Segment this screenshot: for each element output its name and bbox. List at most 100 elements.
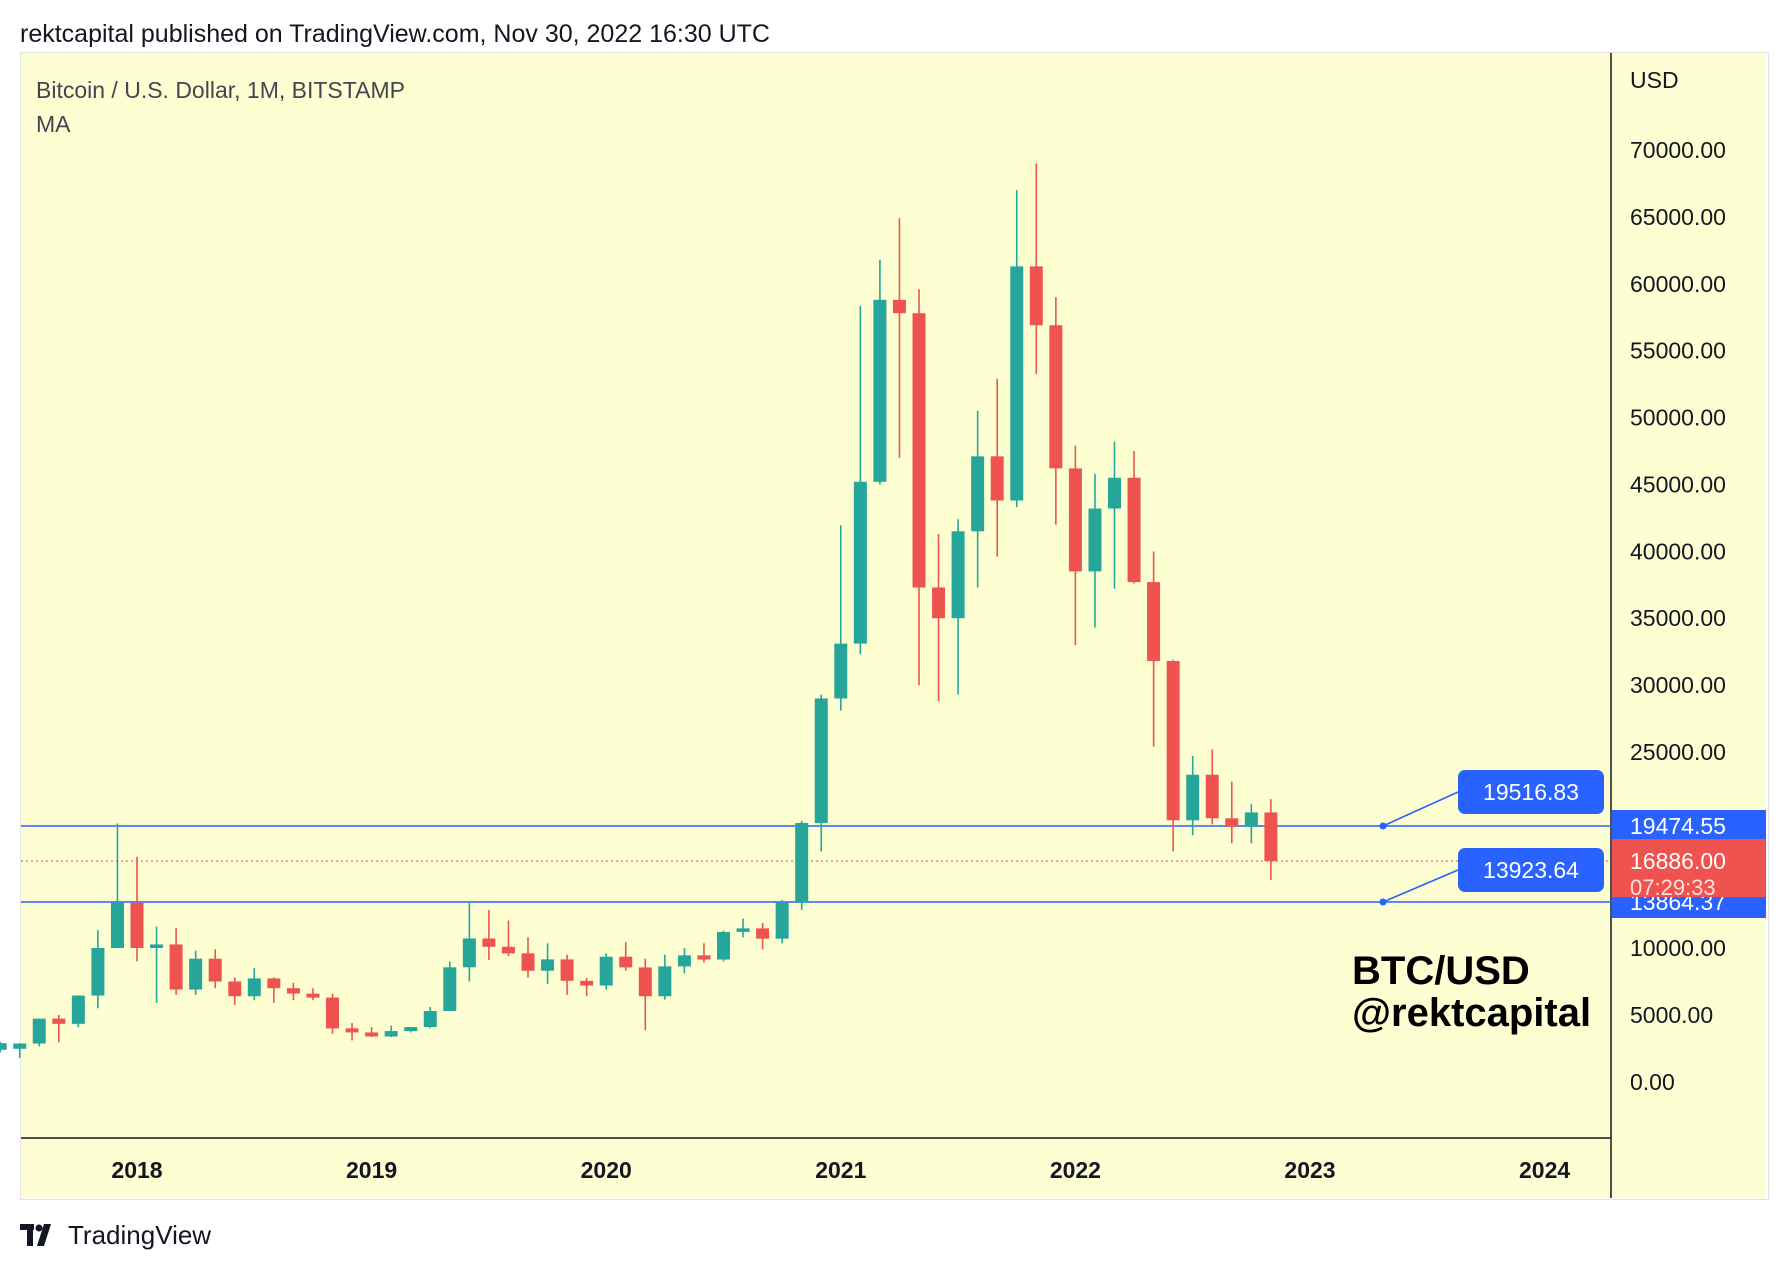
level-callout-box <box>1458 848 1604 892</box>
candle-2021-11 <box>1029 163 1043 375</box>
candle-2019-08 <box>501 920 515 957</box>
candle-body <box>482 938 496 947</box>
candle-2020-04 <box>658 954 672 1000</box>
candle-2021-12 <box>1049 297 1063 525</box>
candle-2018-04 <box>189 950 203 995</box>
candle-2019-11 <box>560 954 574 995</box>
candle-2019-07 <box>482 909 496 961</box>
candle-body <box>1010 266 1024 501</box>
candle-2018-02 <box>150 926 164 1003</box>
candle-body <box>834 643 848 699</box>
candle-2022-07 <box>1186 756 1200 836</box>
candle-2020-11 <box>795 820 809 910</box>
candle-body <box>580 980 594 986</box>
candle-body <box>1244 812 1258 827</box>
level-callout-connector <box>1382 869 1459 903</box>
candle-2018-10 <box>306 988 320 1001</box>
candle-body <box>326 997 339 1029</box>
candle-2020-06 <box>697 943 711 963</box>
candle-2017-08 <box>32 1018 46 1047</box>
candle-2021-06 <box>932 533 946 702</box>
candle-2021-07 <box>951 519 965 695</box>
candles-group <box>0 163 1278 1058</box>
candle-2020-08 <box>736 918 750 938</box>
candle-body <box>110 902 124 948</box>
candle-body <box>677 955 691 967</box>
candle-body <box>150 944 164 948</box>
countdown-label: 07:29:33 <box>1630 875 1716 900</box>
candle-body <box>462 938 476 968</box>
plot-background <box>21 53 1611 1138</box>
candle-2022-11 <box>1264 799 1278 881</box>
candle-body <box>775 902 789 939</box>
candle-body <box>560 959 574 981</box>
publish-header: rektcapital published on TradingView.com… <box>20 20 770 48</box>
price-axis[interactable]: 70000.00 65000.00 60000.00 55000.00 50000.00… <box>1612 137 1766 1095</box>
candle-body <box>228 981 242 997</box>
candle-2018-09 <box>286 982 300 1001</box>
candle-body <box>208 958 222 982</box>
candle-2018-08 <box>267 977 281 1003</box>
candle-body <box>267 978 281 989</box>
candle-body <box>814 698 828 823</box>
candle-2022-08 <box>1205 749 1219 825</box>
candle-2019-04 <box>423 1006 437 1029</box>
candle-2018-05 <box>208 949 222 989</box>
level-lines <box>21 825 1611 903</box>
candle-body <box>697 955 711 960</box>
price-axis-level-label: 19474.55 <box>1630 813 1726 839</box>
level-callout-connector <box>1382 791 1459 827</box>
candle-body <box>638 967 652 997</box>
candle-2020-05 <box>677 948 691 974</box>
candle-body <box>71 995 85 1024</box>
candle-body <box>52 1018 66 1024</box>
candle-2022-04 <box>1127 451 1141 584</box>
candle-2021-01 <box>834 525 848 711</box>
footer-brand: TradingView <box>68 1219 212 1250</box>
candle-body <box>32 1018 46 1044</box>
candle-2017-09 <box>52 1015 66 1043</box>
candle-body <box>1225 818 1239 827</box>
candle-2020-01 <box>599 953 613 990</box>
candle-body <box>0 1043 7 1050</box>
price-tick-label: 0.00 <box>1630 1069 1675 1095</box>
price-tick-label: 40000.00 <box>1630 538 1726 564</box>
tradingview-logo-icon <box>20 1224 51 1246</box>
candle-2019-01 <box>365 1027 379 1038</box>
candle-2022-02 <box>1088 473 1102 628</box>
price-tick-label: 50000.00 <box>1630 405 1726 431</box>
candle-body <box>1049 325 1063 469</box>
candle-body <box>971 456 985 532</box>
candle-body <box>247 978 261 997</box>
candle-body <box>1029 266 1043 326</box>
candle-body <box>736 928 750 932</box>
level-callout-box <box>1458 770 1604 814</box>
candle-body <box>619 956 633 968</box>
price-tick-label: 25000.00 <box>1630 739 1726 765</box>
time-axis[interactable]: 2018 2019 2020 2021 2022 2023 2024 <box>111 1157 1570 1183</box>
candle-2020-10 <box>775 900 789 944</box>
candle-body <box>756 928 770 939</box>
candle-2020-07 <box>717 930 730 962</box>
candle-2020-09 <box>756 923 770 950</box>
candle-2022-06 <box>1166 659 1180 852</box>
candle-body <box>13 1043 27 1049</box>
watermark-author: @rektcapital <box>1352 991 1592 1035</box>
candle-body <box>365 1032 379 1037</box>
candle-2020-12 <box>814 694 828 852</box>
candle-body <box>501 946 515 954</box>
candle-body <box>91 948 105 996</box>
candle-body <box>1205 774 1219 819</box>
candle-2018-03 <box>169 927 183 995</box>
candle-body <box>345 1028 359 1033</box>
candle-2019-10 <box>541 943 555 985</box>
candle-2021-10 <box>1010 190 1024 508</box>
candle-2021-05 <box>912 289 926 686</box>
candle-body <box>1108 477 1121 509</box>
candle-2017-11 <box>91 930 105 1009</box>
price-tick-label: 30000.00 <box>1630 672 1726 698</box>
candle-body <box>717 931 730 960</box>
candle-body <box>795 822 809 903</box>
candle-body <box>853 481 867 644</box>
